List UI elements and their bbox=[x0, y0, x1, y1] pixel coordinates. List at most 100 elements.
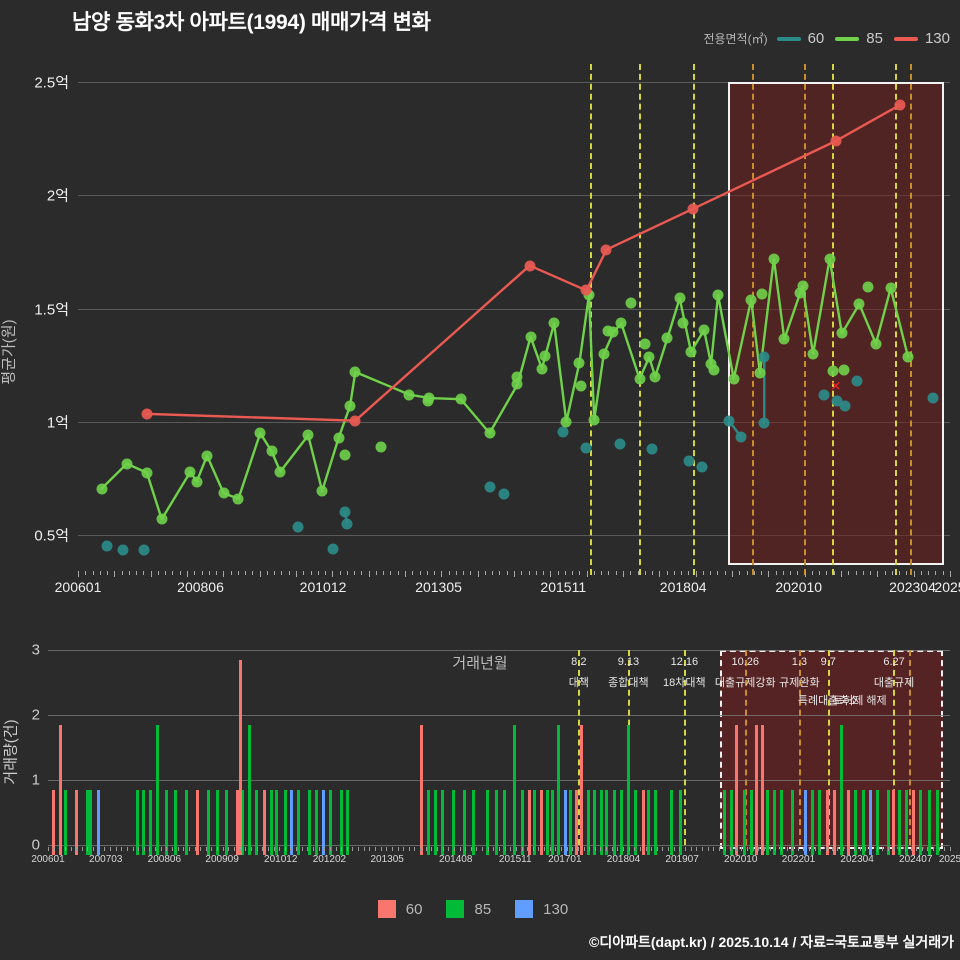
data-point-85 bbox=[712, 289, 724, 301]
x-axis-minor-tick bbox=[201, 571, 203, 575]
x-axis-minor-tick bbox=[819, 571, 821, 575]
data-point-85 bbox=[349, 366, 361, 378]
x-axis-minor-tick bbox=[870, 571, 872, 575]
volume-x-minor-tick bbox=[335, 847, 337, 851]
data-point-85 bbox=[797, 280, 809, 292]
volume-bar bbox=[832, 790, 836, 855]
volume-chart: 거래량(건) 0 1 2 3 8.2 대책 9.13 종합대책 12.16 18차대책 10.26 대… bbox=[0, 640, 960, 890]
volume-x-minor-tick bbox=[606, 847, 608, 851]
x-axis-minor-tick bbox=[659, 571, 661, 577]
volume-x-minor-tick bbox=[465, 847, 467, 851]
annotation-date: 1.3 bbox=[791, 656, 808, 668]
volume-bar bbox=[825, 790, 829, 855]
x-axis-minor-tick bbox=[506, 571, 508, 575]
volume-bar bbox=[634, 790, 638, 855]
volume-bar bbox=[345, 790, 349, 855]
volume-x-minor-tick bbox=[380, 847, 382, 851]
volume-bar bbox=[486, 790, 490, 855]
volume-x-minor-tick bbox=[504, 847, 506, 851]
volume-x-minor-tick bbox=[944, 847, 946, 851]
volume-bar bbox=[149, 790, 153, 855]
data-point-60 bbox=[927, 392, 939, 404]
volume-bar bbox=[471, 790, 475, 855]
volume-bar bbox=[85, 790, 89, 855]
volume-bar bbox=[527, 790, 531, 855]
volume-x-tick-label: 201511 bbox=[498, 854, 532, 865]
x-axis-minor-tick bbox=[317, 571, 319, 575]
data-point-85 bbox=[615, 317, 627, 329]
x-axis-minor-tick bbox=[572, 571, 574, 575]
volume-bar bbox=[307, 790, 311, 855]
data-point-85 bbox=[827, 365, 839, 377]
volume-bar bbox=[136, 790, 140, 855]
volume-legend-swatch-85 bbox=[446, 900, 465, 918]
x-axis-minor-tick bbox=[775, 571, 777, 575]
volume-x-minor-tick bbox=[358, 847, 360, 851]
x-axis-tick-label: 2025 bbox=[934, 579, 960, 595]
x-axis-minor-tick bbox=[237, 571, 239, 575]
legend-label-130: 130 bbox=[924, 30, 950, 47]
volume-x-minor-tick bbox=[318, 847, 320, 851]
data-point-85 bbox=[511, 378, 523, 390]
volume-bar bbox=[441, 790, 445, 855]
volume-y-tick-label: 2 bbox=[31, 706, 40, 724]
volume-x-tick-label: 202201 bbox=[781, 854, 816, 865]
volume-bar bbox=[592, 790, 596, 855]
x-axis-minor-tick bbox=[928, 571, 930, 575]
data-point-60 bbox=[818, 389, 830, 401]
x-axis-minor-tick bbox=[375, 571, 377, 575]
x-axis-minor-tick bbox=[564, 571, 566, 575]
volume-x-minor-tick bbox=[459, 847, 461, 851]
data-point-85 bbox=[560, 416, 572, 428]
volume-x-minor-tick bbox=[786, 847, 788, 851]
volume-y-axis-title: 거래량(건) bbox=[2, 719, 20, 785]
volume-x-minor-tick bbox=[346, 847, 348, 851]
volume-bar bbox=[641, 790, 645, 855]
data-point-85 bbox=[754, 367, 766, 379]
volume-bar bbox=[886, 790, 890, 855]
price-chart: 평균가(원) 0.5억 1억 1.5억 2억 2.5억 ✕ 200601 200806 2010… bbox=[0, 52, 960, 672]
volume-bar bbox=[540, 790, 544, 855]
data-point-85 bbox=[885, 282, 897, 294]
y-axis-tick-label: 1.5억 bbox=[34, 301, 69, 319]
x-axis-minor-tick bbox=[223, 571, 225, 577]
x-axis-minor-tick bbox=[426, 571, 428, 575]
data-point-60 bbox=[498, 488, 510, 500]
data-point-130 bbox=[600, 244, 612, 256]
volume-x-minor-tick bbox=[166, 847, 168, 851]
price-series-lines bbox=[100, 103, 910, 525]
data-point-60 bbox=[851, 375, 863, 387]
x-axis-minor-tick bbox=[187, 571, 188, 577]
x-axis-minor-tick bbox=[194, 571, 196, 575]
data-point-85 bbox=[422, 395, 434, 407]
volume-x-minor-tick bbox=[718, 847, 720, 851]
volume-event-vline bbox=[908, 650, 911, 845]
x-axis-minor-tick bbox=[455, 571, 457, 575]
volume-x-minor-tick bbox=[521, 847, 523, 851]
volume-bar bbox=[854, 790, 858, 855]
data-point-60 bbox=[646, 443, 658, 455]
volume-x-minor-tick bbox=[408, 847, 410, 851]
volume-bar bbox=[322, 790, 326, 855]
event-vline bbox=[804, 64, 807, 575]
legend-label-85: 85 bbox=[866, 30, 883, 47]
data-point-60 bbox=[292, 521, 304, 533]
price-plot-area: 0.5억 1억 1.5억 2억 2.5억 ✕ 200601 200806 201012 20130… bbox=[34, 64, 960, 620]
x-axis-minor-tick bbox=[477, 571, 479, 577]
volume-bar bbox=[426, 790, 430, 855]
x-axis-minor-tick bbox=[252, 571, 254, 575]
volume-x-minor-tick bbox=[741, 847, 743, 851]
volume-x-minor-tick bbox=[623, 847, 625, 851]
outlier-x-marker: ✕ bbox=[830, 378, 842, 394]
volume-y-tick-label: 1 bbox=[31, 771, 40, 789]
volume-gridline bbox=[48, 780, 950, 781]
x-axis-minor-tick bbox=[441, 571, 443, 577]
x-axis-minor-tick bbox=[78, 571, 79, 577]
volume-x-minor-tick bbox=[752, 847, 754, 851]
x-axis-minor-tick bbox=[310, 571, 312, 575]
data-point-85 bbox=[756, 288, 768, 300]
x-axis-minor-tick bbox=[230, 571, 232, 575]
volume-x-minor-tick bbox=[397, 847, 399, 851]
annotation-label: 대출규제 bbox=[873, 677, 915, 689]
